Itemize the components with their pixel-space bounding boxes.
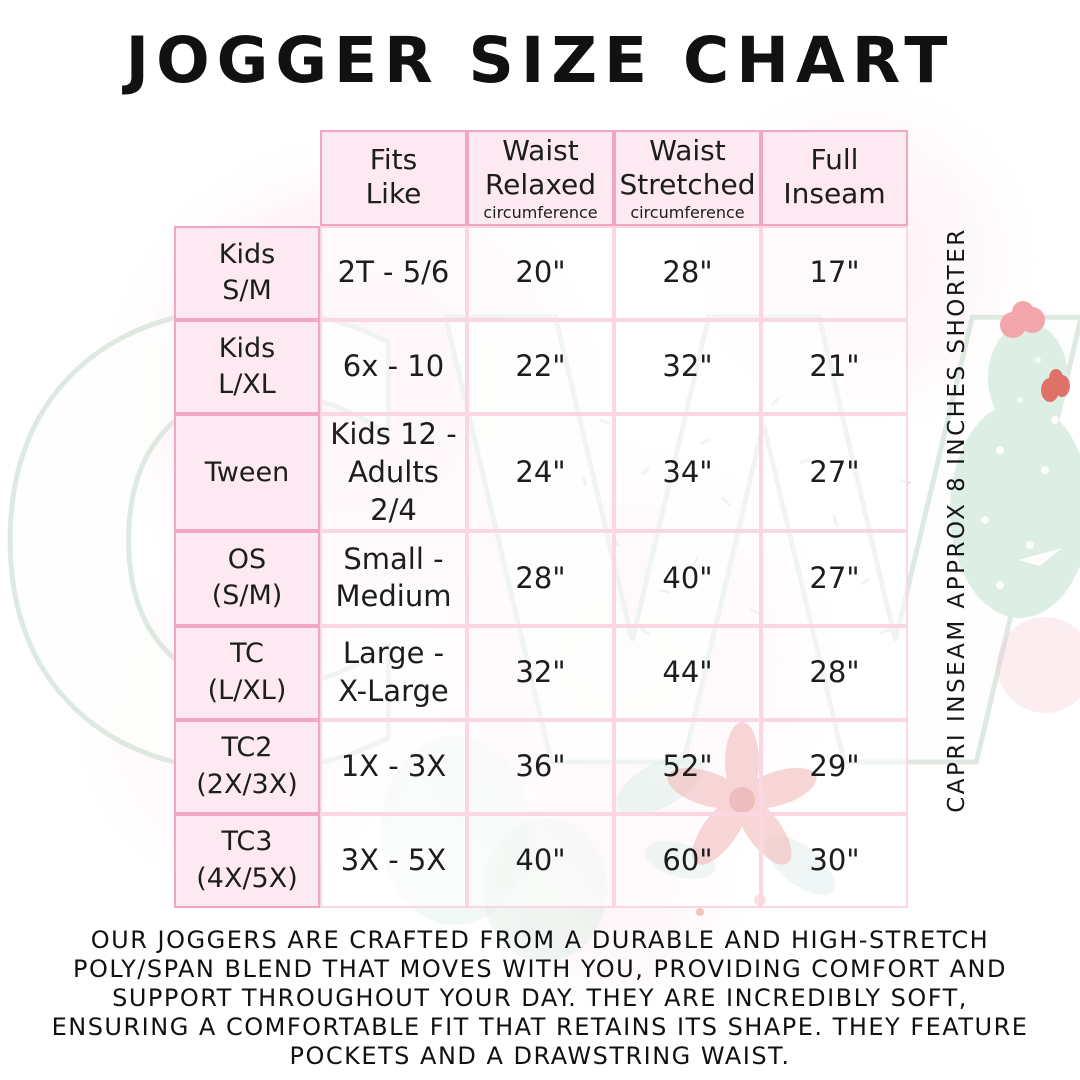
table-cell: 6x - 10 [320,320,467,415]
row-label-tween: Tween [174,414,320,532]
table-cell: 40" [614,531,761,626]
row-label-tc2: TC2 (2X/3X) [174,719,320,814]
row-label-kids-lxl: Kids L/XL [174,320,320,415]
column-header-subtext: circumference [483,203,598,223]
table-cell: Kids 12 - Adults 2/4 [320,414,467,532]
column-header-waist-relaxed: Waist Relaxed circumference [467,130,614,226]
table-cell: 34" [614,414,761,532]
column-header-label: Waist Relaxed [484,134,597,202]
table-cell: 21" [761,320,908,415]
table-cell: Large - X-Large [320,625,467,720]
table-cell: 28" [467,531,614,626]
table-cell: 17" [761,226,908,321]
table-cell: 60" [614,813,761,908]
row-label-os: OS (S/M) [174,531,320,626]
table-cell: 30" [761,813,908,908]
table-cell: 1X - 3X [320,719,467,814]
page-title: JOGGER SIZE CHART [125,24,955,97]
row-label-tc3: TC3 (4X/5X) [174,813,320,908]
table-cell: Small - Medium [320,531,467,626]
table-cell: 40" [467,813,614,908]
table-cell: 20" [467,226,614,321]
table-cell: 44" [614,625,761,720]
table-cell: 24" [467,414,614,532]
column-header-waist-stretched: Waist Stretched circumference [614,130,761,226]
red-bud-flower [1041,369,1070,402]
column-header-full-inseam: Full Inseam [761,130,908,226]
product-description: OUR JOGGERS ARE CRAFTED FROM A DURABLE A… [51,926,1029,1071]
table-cell: 2T - 5/6 [320,226,467,321]
table-cell: 22" [467,320,614,415]
column-header-label: Fits Like [365,142,422,210]
row-label-tc: TC (L/XL) [174,625,320,720]
table-corner-empty [174,130,320,226]
size-table: Fits Like Waist Relaxed circumference Wa… [174,130,908,908]
table-cell: 27" [761,414,908,532]
column-header-label: Full Inseam [783,142,886,210]
table-cell: 52" [614,719,761,814]
table-cell: 28" [761,625,908,720]
table-cell: 28" [614,226,761,321]
cactus-dots [981,357,1059,589]
capri-inseam-note: CAPRI INSEAM APPROX 8 INCHES SHORTER [944,227,970,813]
table-cell: 27" [761,531,908,626]
column-header-label: Waist Stretched [619,134,756,202]
column-header-subtext: circumference [630,203,745,223]
table-cell: 29" [761,719,908,814]
row-label-kids-sm: Kids S/M [174,226,320,321]
table-cell: 32" [467,625,614,720]
table-cell: 32" [614,320,761,415]
table-cell: 3X - 5X [320,813,467,908]
cactus-flower-pink [1000,301,1045,338]
column-header-fits-like: Fits Like [320,130,467,226]
pink-blob [997,617,1080,713]
table-cell: 36" [467,719,614,814]
